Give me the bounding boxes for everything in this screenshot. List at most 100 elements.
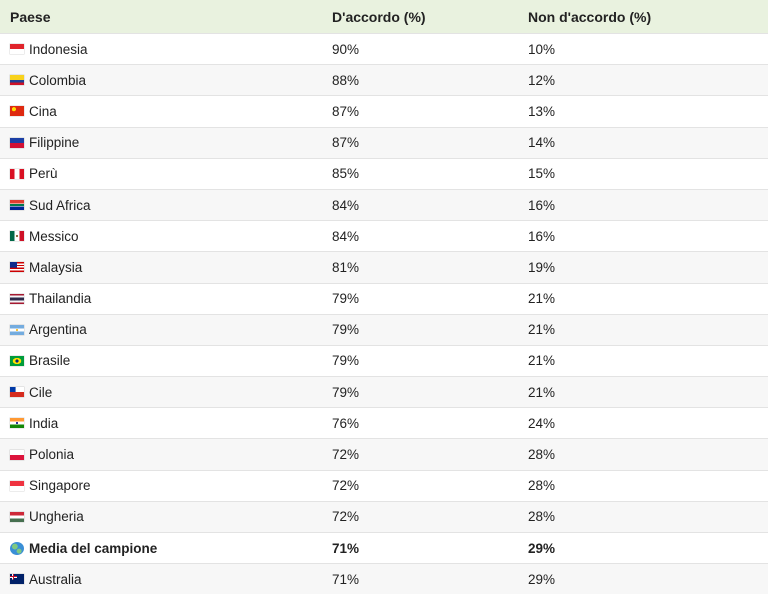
table-row: India 76% 24% bbox=[0, 407, 768, 438]
country-name: Cile bbox=[29, 384, 53, 400]
table-row: Perù 85% 15% bbox=[0, 157, 768, 189]
disagree-value: 10% bbox=[528, 41, 556, 57]
table-row: Filippine 87% 14% bbox=[0, 126, 768, 158]
agree-value: 85% bbox=[332, 166, 360, 182]
country-cell: Colombia bbox=[0, 73, 322, 88]
agree-value: 87% bbox=[332, 135, 360, 151]
australia-flag-icon bbox=[10, 574, 24, 585]
table-row: Cina 87% 13% bbox=[0, 95, 768, 126]
disagree-value: 28% bbox=[528, 478, 556, 494]
chile-flag-icon bbox=[10, 387, 24, 398]
country-name: Argentina bbox=[29, 322, 87, 338]
country-cell: Argentina bbox=[0, 322, 322, 337]
agree-value: 84% bbox=[332, 197, 360, 213]
column-header-country: Paese bbox=[10, 8, 51, 25]
table-row: Argentina 79% 21% bbox=[0, 313, 768, 345]
agree-value: 88% bbox=[332, 72, 360, 88]
table-row: Malaysia 81% 19% bbox=[0, 251, 768, 283]
country-cell: Polonia bbox=[0, 447, 322, 462]
table-row: Cile 79% 21% bbox=[0, 376, 768, 408]
country-name: Polonia bbox=[29, 447, 75, 463]
disagree-value: 21% bbox=[528, 384, 556, 400]
agree-value: 87% bbox=[332, 103, 360, 119]
disagree-value: 28% bbox=[528, 509, 556, 525]
country-name: Perù bbox=[29, 166, 58, 182]
disagree-value: 21% bbox=[528, 353, 556, 369]
brazil-flag-icon bbox=[10, 355, 24, 366]
column-header-disagree: Non d'accordo (%) bbox=[528, 8, 652, 25]
agree-value: 72% bbox=[332, 509, 360, 525]
agree-value: 79% bbox=[332, 291, 360, 307]
mexico-flag-icon bbox=[10, 231, 24, 242]
country-cell: Singapore bbox=[0, 478, 322, 493]
country-cell: Indonesia bbox=[0, 42, 322, 57]
agree-value: 72% bbox=[332, 447, 360, 463]
country-cell: Cile bbox=[0, 385, 322, 400]
column-header-agree: D'accordo (%) bbox=[332, 8, 426, 25]
thailand-flag-icon bbox=[10, 293, 24, 304]
country-name: Ungheria bbox=[29, 509, 84, 525]
country-cell: Sud Africa bbox=[0, 198, 322, 213]
table-row: Messico 84% 16% bbox=[0, 220, 768, 251]
disagree-value: 16% bbox=[528, 228, 556, 244]
table-header-row: Paese D'accordo (%) Non d'accordo (%) bbox=[0, 0, 768, 33]
disagree-value: 13% bbox=[528, 103, 556, 119]
country-cell: Media del campione bbox=[0, 541, 322, 556]
table-row: Sud Africa 84% 16% bbox=[0, 188, 768, 221]
country-cell: Cina bbox=[0, 104, 322, 119]
table-row: Ungheria 72% 28% bbox=[0, 500, 768, 532]
hungary-flag-icon bbox=[10, 511, 24, 522]
table-row: Media del campione 71% 29% bbox=[0, 532, 768, 563]
disagree-value: 21% bbox=[528, 322, 556, 338]
philippines-flag-icon bbox=[10, 137, 24, 148]
colombia-flag-icon bbox=[10, 75, 24, 86]
table-row: Singapore 72% 28% bbox=[0, 469, 768, 501]
country-name: Filippine bbox=[29, 135, 80, 151]
country-cell: India bbox=[0, 416, 322, 431]
disagree-value: 29% bbox=[528, 571, 556, 587]
disagree-value: 24% bbox=[528, 415, 556, 431]
country-cell: Filippine bbox=[0, 135, 322, 150]
country-name: Singapore bbox=[29, 478, 91, 494]
country-cell: Thailandia bbox=[0, 291, 322, 306]
disagree-value: 12% bbox=[528, 72, 556, 88]
peru-flag-icon bbox=[10, 168, 24, 179]
country-name: Brasile bbox=[29, 353, 71, 369]
south-africa-flag-icon bbox=[10, 200, 24, 211]
country-name: Sud Africa bbox=[29, 197, 91, 213]
indonesia-flag-icon bbox=[10, 44, 24, 55]
table-row: Polonia 72% 28% bbox=[0, 438, 768, 470]
disagree-value: 29% bbox=[528, 540, 556, 556]
table-row: Brasile 79% 21% bbox=[0, 344, 768, 376]
country-cell: Australia bbox=[0, 572, 322, 587]
poland-flag-icon bbox=[10, 449, 24, 460]
country-name: Cina bbox=[29, 103, 57, 119]
country-cell: Ungheria bbox=[0, 509, 322, 524]
agree-value: 79% bbox=[332, 322, 360, 338]
country-cell: Malaysia bbox=[0, 260, 322, 275]
table-row: Colombia 88% 12% bbox=[0, 64, 768, 96]
agree-value: 90% bbox=[332, 41, 360, 57]
agree-value: 81% bbox=[332, 259, 360, 275]
country-name: Messico bbox=[29, 228, 79, 244]
country-name: Australia bbox=[29, 571, 82, 587]
disagree-value: 16% bbox=[528, 197, 556, 213]
disagree-value: 14% bbox=[528, 135, 556, 151]
country-name: Thailandia bbox=[29, 291, 92, 307]
agree-value: 76% bbox=[332, 415, 360, 431]
globe-icon bbox=[10, 541, 24, 555]
agree-value: 79% bbox=[332, 353, 360, 369]
argentina-flag-icon bbox=[10, 324, 24, 335]
disagree-value: 19% bbox=[528, 259, 556, 275]
table-row: Australia 71% 29% bbox=[0, 563, 768, 594]
disagree-value: 21% bbox=[528, 291, 556, 307]
singapore-flag-icon bbox=[10, 480, 24, 491]
country-name: Media del campione bbox=[29, 540, 158, 556]
agree-value: 71% bbox=[332, 540, 360, 556]
disagree-value: 15% bbox=[528, 166, 556, 182]
agree-value: 84% bbox=[332, 228, 360, 244]
country-cell: Perù bbox=[0, 166, 322, 181]
agree-value: 71% bbox=[332, 571, 360, 587]
table-body: Indonesia 90% 10% Colombia 88% 12% Cina 87% 13% F… bbox=[0, 33, 768, 594]
country-name: Malaysia bbox=[29, 259, 83, 275]
